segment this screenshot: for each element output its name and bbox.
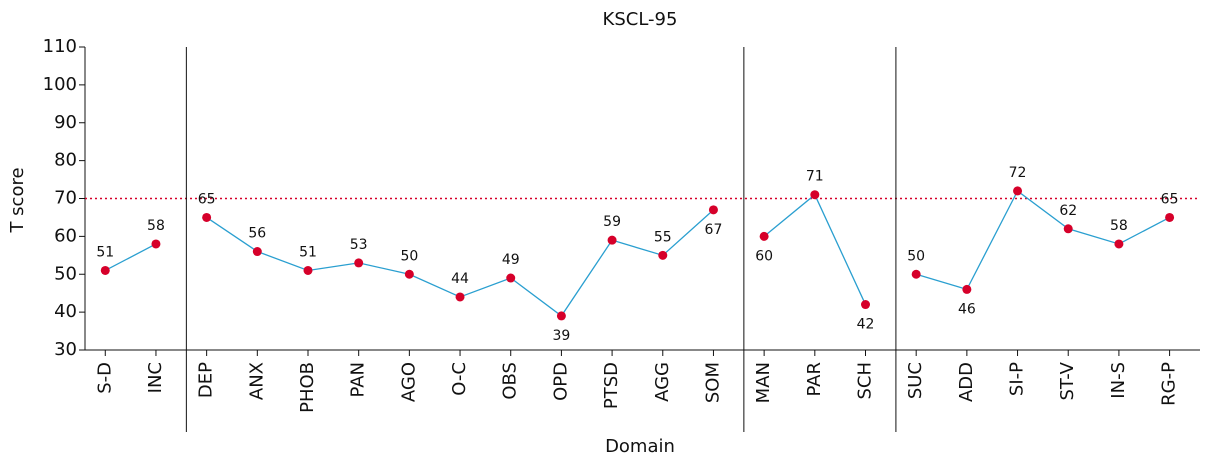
marker bbox=[708, 205, 718, 215]
marker bbox=[911, 269, 921, 279]
x-axis-label: Domain bbox=[605, 436, 675, 456]
x-tick-label: SUC bbox=[905, 362, 926, 399]
data-label: 62 bbox=[1059, 203, 1077, 219]
x-tick-label: O-C bbox=[449, 362, 470, 396]
marker bbox=[202, 212, 212, 222]
x-tick-label: DEP bbox=[196, 362, 217, 398]
marker bbox=[354, 258, 364, 268]
marker bbox=[404, 269, 414, 279]
x-tick-label: ST-V bbox=[1057, 361, 1078, 400]
x-tick-label: SI-P bbox=[1007, 362, 1028, 396]
x-tick-label: AGO bbox=[398, 362, 419, 402]
y-tick-label: 50 bbox=[54, 263, 77, 284]
marker bbox=[861, 300, 870, 310]
data-label: 50 bbox=[907, 248, 925, 264]
y-axis-label: T score bbox=[7, 167, 28, 233]
x-tick-label: PAR bbox=[804, 362, 825, 397]
line bbox=[915, 189, 1170, 291]
marker bbox=[607, 235, 617, 245]
data-label: 49 bbox=[502, 252, 520, 268]
data-label: 58 bbox=[1110, 218, 1128, 234]
marker bbox=[962, 284, 972, 294]
data-label: 50 bbox=[400, 248, 418, 264]
marker bbox=[506, 273, 516, 283]
y-tick-label: 60 bbox=[54, 225, 77, 246]
x-tick-label: IN-S bbox=[1108, 362, 1129, 399]
data-label: 56 bbox=[248, 226, 266, 242]
y-tick-label: 80 bbox=[54, 150, 77, 171]
chart-title: KSCL-95 bbox=[603, 9, 678, 30]
line bbox=[104, 243, 157, 272]
line bbox=[763, 193, 867, 305]
marker bbox=[810, 190, 820, 200]
data-label: 42 bbox=[857, 317, 875, 333]
x-tick-label: SCH bbox=[855, 362, 876, 400]
data-label: 51 bbox=[96, 244, 114, 260]
y-tick-label: 30 bbox=[54, 339, 77, 360]
data-label: 72 bbox=[1009, 165, 1027, 181]
marker bbox=[455, 292, 465, 302]
data-label: 67 bbox=[705, 222, 723, 238]
x-tick-label: S-D bbox=[94, 362, 115, 394]
data-label: 65 bbox=[1161, 191, 1179, 207]
data-label: 58 bbox=[147, 218, 165, 234]
x-tick-label: ANX bbox=[246, 362, 267, 400]
x-tick-label: MAN bbox=[753, 362, 774, 403]
marker bbox=[252, 247, 262, 257]
marker bbox=[556, 311, 566, 321]
y-tick-label: 100 bbox=[43, 74, 77, 95]
data-label: 44 bbox=[451, 271, 469, 287]
marker bbox=[1165, 212, 1175, 222]
data-label: 39 bbox=[552, 328, 570, 344]
x-tick-label: OBS bbox=[500, 362, 521, 400]
x-tick-label: RG-P bbox=[1159, 362, 1180, 406]
x-tick-label: SOM bbox=[702, 362, 723, 403]
data-label: 60 bbox=[755, 248, 773, 264]
y-tick-label: 90 bbox=[54, 112, 77, 133]
x-tick-label: PTSD bbox=[601, 362, 622, 409]
x-tick-label: AGG bbox=[652, 362, 673, 402]
marker bbox=[759, 231, 769, 241]
x-tick-label: PHOB bbox=[297, 362, 318, 413]
x-tick-label: OPD bbox=[550, 362, 571, 401]
marker bbox=[303, 265, 313, 275]
marker bbox=[100, 265, 110, 275]
data-label: 55 bbox=[654, 229, 672, 245]
marker bbox=[1063, 224, 1073, 234]
y-tick-label: 40 bbox=[54, 301, 77, 322]
data-label: 59 bbox=[603, 214, 621, 230]
x-tick-label: PAN bbox=[348, 362, 369, 397]
x-tick-label: ADD bbox=[956, 362, 977, 402]
data-label: 65 bbox=[198, 191, 216, 207]
data-label: 71 bbox=[806, 169, 824, 185]
data-label: 46 bbox=[958, 301, 976, 317]
y-tick-label: 110 bbox=[43, 36, 77, 57]
marker bbox=[151, 239, 161, 249]
y-tick-label: 70 bbox=[54, 188, 77, 209]
marker bbox=[1013, 186, 1023, 196]
data-label: 53 bbox=[350, 237, 368, 253]
data-label: 51 bbox=[299, 244, 317, 260]
x-tick-label: INC bbox=[145, 362, 166, 393]
marker bbox=[658, 250, 668, 260]
marker bbox=[1114, 239, 1124, 249]
